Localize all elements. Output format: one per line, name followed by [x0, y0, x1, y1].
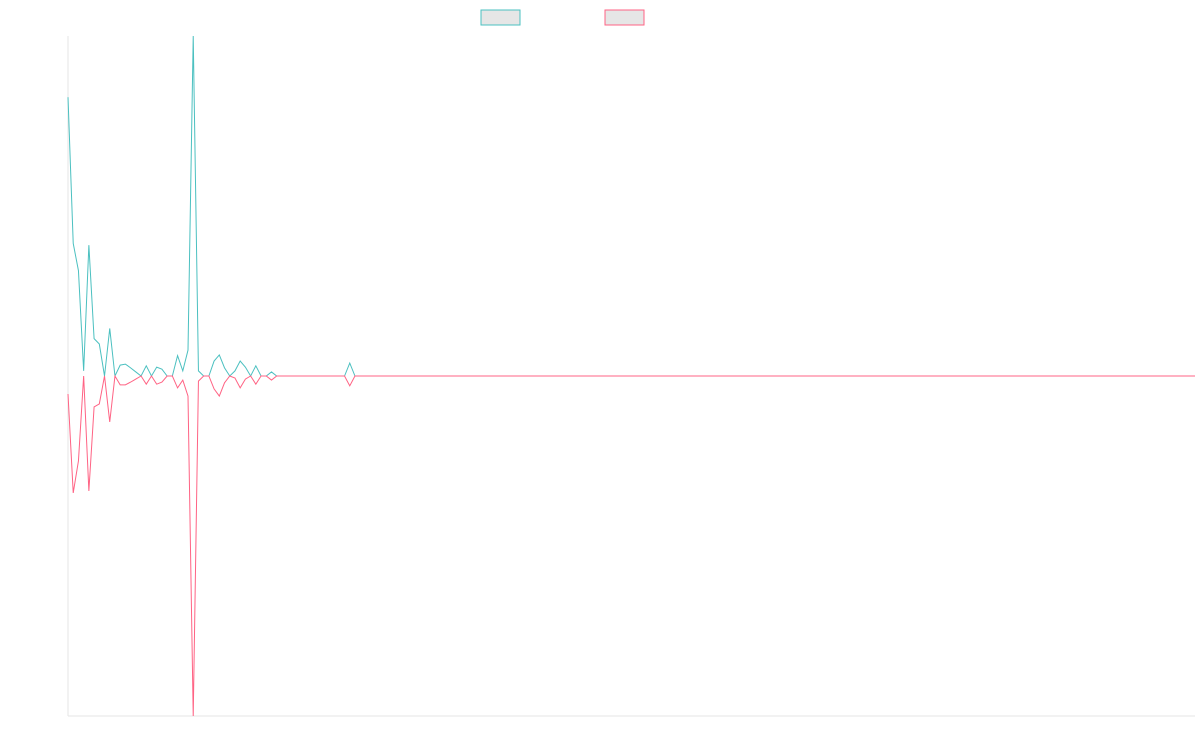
data-line — [67, 35, 1195, 378]
legend-swatch — [604, 9, 645, 26]
data-line — [67, 374, 1195, 717]
legend-swatch — [480, 9, 521, 26]
